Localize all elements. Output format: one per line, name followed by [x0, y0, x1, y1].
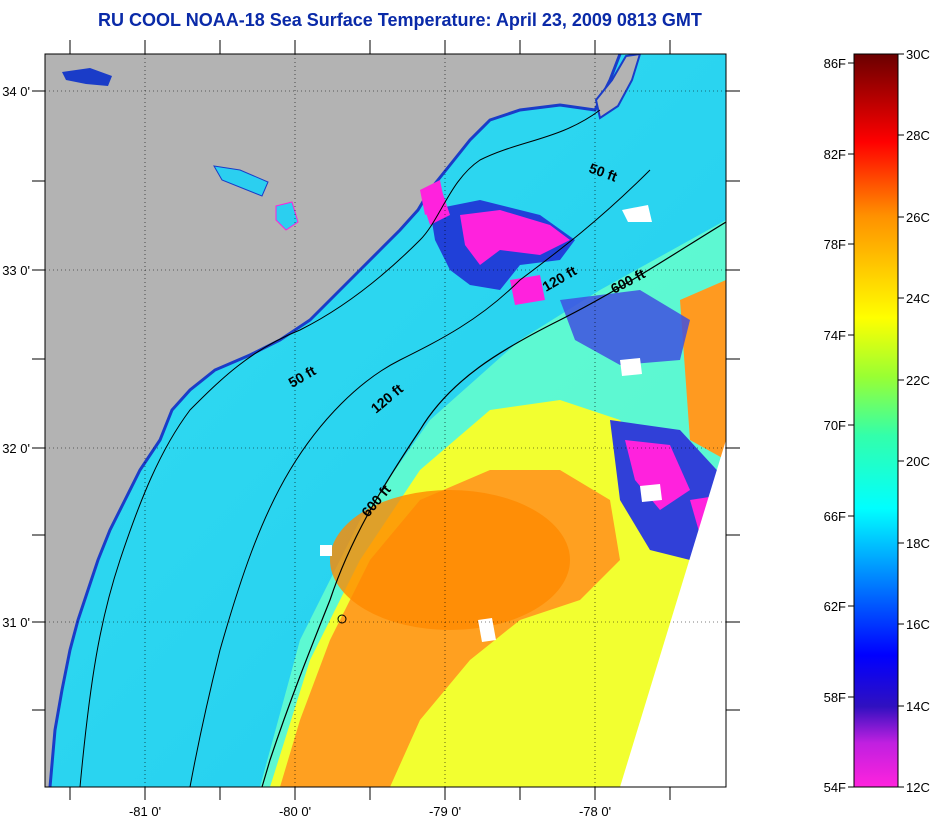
colorbar-f-label: 58F — [824, 690, 846, 705]
longitude-label: -79 0' — [429, 804, 461, 817]
cold-patch-magenta — [625, 440, 690, 510]
cloud-gap — [622, 205, 652, 222]
cold-patch-blue — [560, 290, 690, 365]
longitude-label: -80 0' — [279, 804, 311, 817]
cloud-gap — [320, 545, 332, 556]
colorbar: 86F 82F 78F 74F 70F 66F 62F 58F 54F 30C … — [824, 47, 930, 795]
contour-120ft — [189, 169, 651, 787]
colorbar-c-label: 18C — [906, 536, 930, 551]
cape — [594, 54, 642, 120]
latitude-label: 33 0' — [2, 263, 30, 278]
colorbar-f-label: 66F — [824, 509, 846, 524]
colorbar-f-label: 70F — [824, 418, 846, 433]
latitude-label: 31 0' — [2, 615, 30, 630]
colorbar-c-label: 26C — [906, 210, 930, 225]
inland-lake — [213, 165, 269, 197]
contour-600ft — [261, 221, 726, 787]
latitude-label: 32 0' — [2, 441, 30, 456]
contour-closed-loop — [337, 614, 347, 624]
cold-patch-magenta — [510, 275, 545, 305]
nearshore-cold-patch — [420, 180, 445, 215]
colorbar-f-label: 54F — [824, 780, 846, 795]
colorbar-f-label: 62F — [824, 599, 846, 614]
colorbar-c-label: 20C — [906, 454, 930, 469]
gulf-stream-hotspot — [330, 490, 570, 630]
colorbar-c-label: 22C — [906, 373, 930, 388]
inland-lake — [275, 201, 299, 231]
contour-50ft — [79, 109, 601, 787]
missing-data-swath — [620, 440, 726, 787]
colorbar-c-label: 14C — [906, 699, 930, 714]
latitude-label: 34 0' — [2, 84, 30, 99]
cloud-gap — [620, 358, 642, 376]
colorbar-f-label: 78F — [824, 237, 846, 252]
longitude-label: -81 0' — [129, 804, 161, 817]
colorbar-gradient — [853, 53, 899, 788]
colorbar-f-label: 74F — [824, 328, 846, 343]
graticule — [45, 54, 726, 787]
east-warm-patch — [680, 280, 726, 460]
map-title: RU COOL NOAA-18 Sea Surface Temperature:… — [98, 10, 702, 30]
colorbar-c-label: 12C — [906, 780, 930, 795]
longitude-label: -78 0' — [579, 804, 611, 817]
cloud-gap — [478, 618, 496, 642]
land-mass — [45, 54, 620, 787]
colorbar-c-label: 30C — [906, 47, 930, 62]
coastline — [48, 54, 622, 787]
colorbar-c-label: 24C — [906, 291, 930, 306]
colorbar-f-label: 86F — [824, 56, 846, 71]
colorbar-c-label: 28C — [906, 128, 930, 143]
map-ticks — [32, 40, 740, 800]
cold-patch-magenta — [460, 210, 570, 265]
map-frame — [44, 53, 727, 788]
colorbar-c-label: 16C — [906, 617, 930, 632]
cloud-gap — [640, 484, 662, 502]
inland-lake — [62, 68, 112, 86]
colorbar-f-label: 82F — [824, 147, 846, 162]
